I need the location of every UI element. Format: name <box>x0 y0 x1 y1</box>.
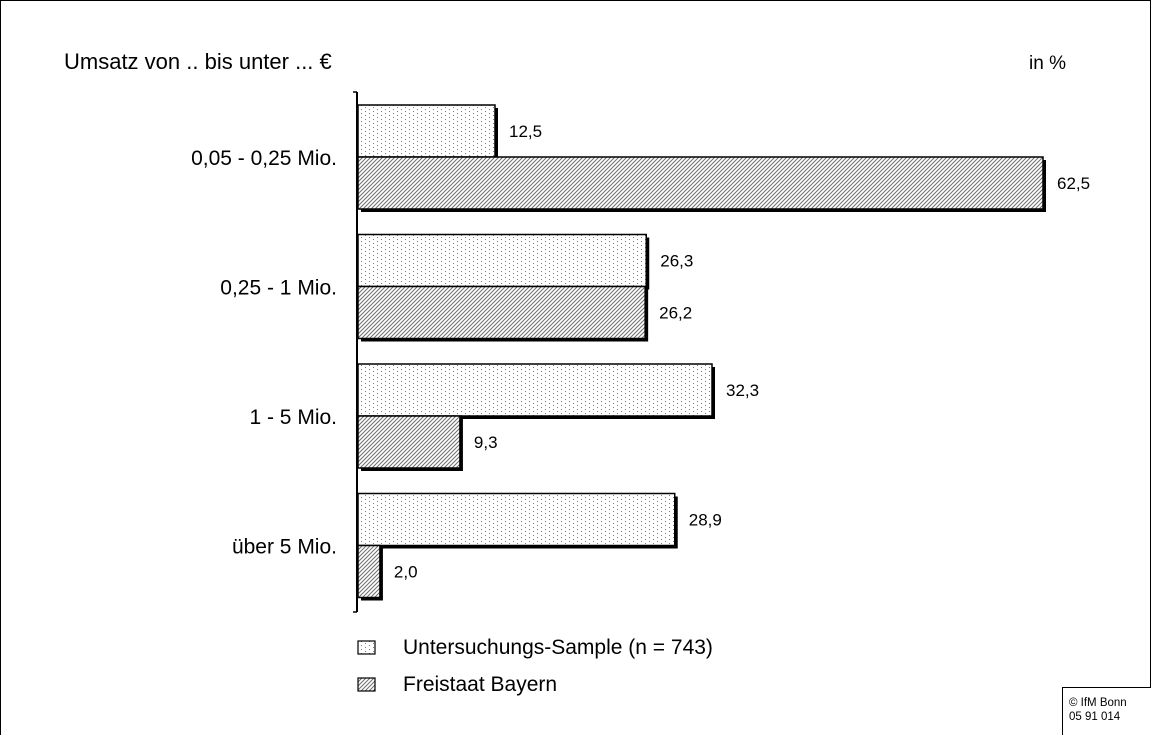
data-label-s1-c2: 26,3 <box>660 252 693 271</box>
data-label-s2-c4: 2,0 <box>394 563 418 582</box>
data-label-s1-c4: 28,9 <box>689 511 722 530</box>
legend: Untersuchungs-Sample (n = 743) Freistaat … <box>357 636 713 696</box>
category-label-1: 0,05 - 0,25 Mio. <box>191 147 337 170</box>
bar-freistaat-bayern-1 <box>357 156 1044 210</box>
unit-label: in % <box>1029 53 1066 74</box>
bar-freistaat-bayern-4 <box>357 544 381 599</box>
copyright-box: © IfM Bonn 05 91 014 <box>1062 687 1151 735</box>
bars-layer: 12,5 62,5 26,3 26,2 32,3 9,3 28,9 2,0 <box>357 104 1090 601</box>
bar-untersuchungs-sample-n-743-4 <box>357 492 676 547</box>
category-label-3: 1 - 5 Mio. <box>249 406 337 429</box>
data-label-s2-c3: 9,3 <box>474 433 498 452</box>
bar-untersuchungs-sample-n-743-3 <box>357 363 713 417</box>
copyright-line-2: 05 91 014 <box>1069 711 1121 723</box>
bar-freistaat-bayern-2 <box>357 285 646 340</box>
legend-label-1: Untersuchungs-Sample (n = 743) <box>403 636 713 659</box>
bar-freistaat-bayern-3 <box>357 415 461 469</box>
legend-label-2: Freistaat Bayern <box>403 673 557 696</box>
bar-untersuchungs-sample-n-743-1 <box>357 104 496 158</box>
axis-layer: 0,05 - 0,25 Mio. 0,25 - 1 Mio. 1 - 5 Mio. ü… <box>191 91 358 613</box>
category-label-4: über 5 Mio. <box>232 536 337 559</box>
data-label-s1-c3: 32,3 <box>726 381 759 400</box>
copyright-line-1: © IfM Bonn <box>1069 697 1127 709</box>
chart-title: Umsatz von .. bis unter ... € <box>64 49 332 74</box>
data-label-s2-c2: 26,2 <box>659 304 692 323</box>
bar-untersuchungs-sample-n-743-2 <box>357 233 647 288</box>
data-label-s1-c1: 12,5 <box>509 122 542 141</box>
category-label-2: 0,25 - 1 Mio. <box>220 277 337 300</box>
data-label-s2-c1: 62,5 <box>1057 174 1090 193</box>
legend-swatch-1 <box>357 640 376 655</box>
legend-swatch-2 <box>357 677 376 692</box>
